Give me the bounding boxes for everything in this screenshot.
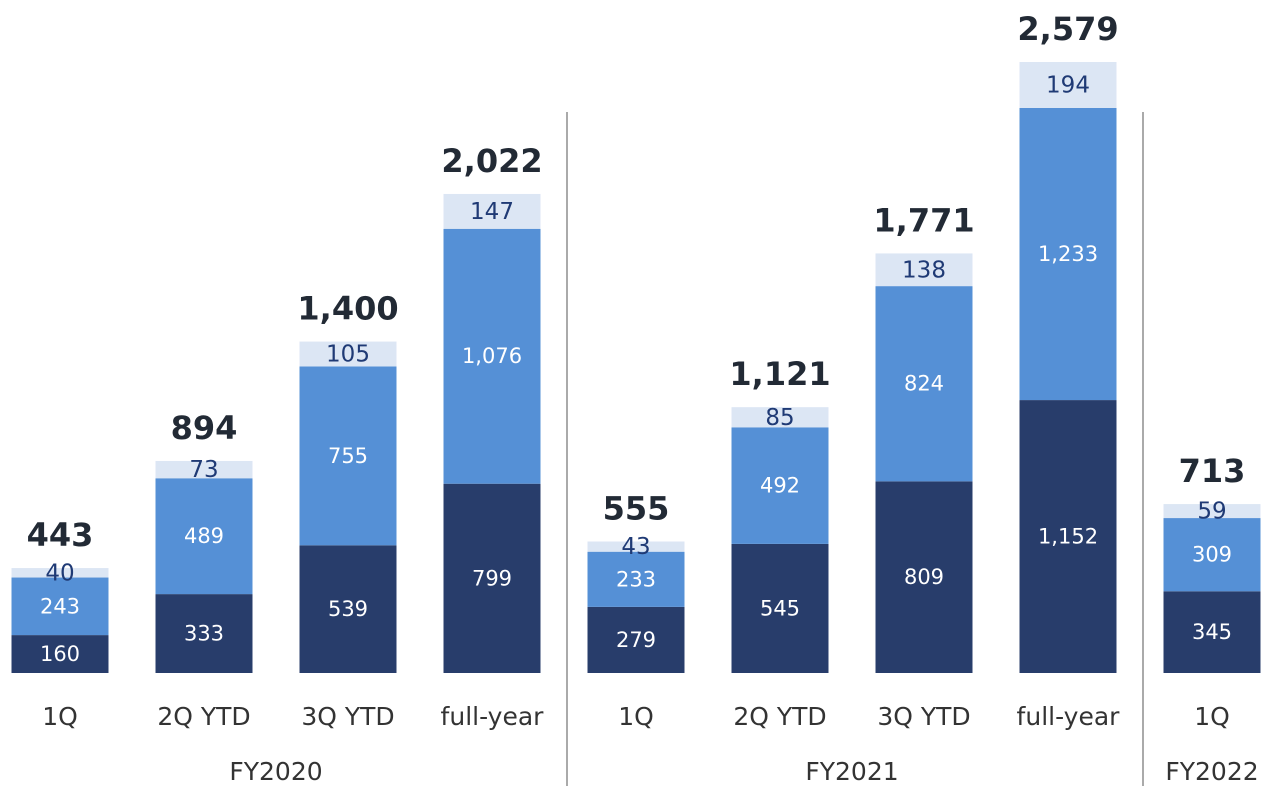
bar-segment (1019, 62, 1117, 108)
bar-segment (11, 568, 109, 578)
total-label: 713 (1179, 452, 1246, 490)
segment-label: 545 (760, 596, 800, 620)
bar-segment (299, 341, 397, 367)
bar-segment (731, 407, 829, 428)
bar-segment (155, 478, 253, 595)
group-label: FY2021 (805, 757, 898, 786)
x-tick-label: full-year (1017, 702, 1121, 731)
x-tick-label: 1Q (618, 702, 654, 731)
segment-label: 345 (1192, 620, 1232, 644)
group-label: FY2022 (1165, 757, 1258, 786)
segment-label: 1,233 (1038, 242, 1098, 266)
total-label: 1,121 (729, 355, 830, 393)
total-label: 1,400 (297, 290, 398, 328)
x-tick-label: 2Q YTD (157, 702, 250, 731)
segment-label: 59 (1197, 499, 1226, 525)
x-tick-label: 1Q (1194, 702, 1230, 731)
group-label: FY2020 (229, 757, 322, 786)
x-tick-label: 2Q YTD (733, 702, 826, 731)
segment-label: 489 (184, 524, 224, 548)
segment-label: 105 (326, 341, 370, 367)
segment-label: 85 (765, 405, 794, 431)
segment-label: 233 (616, 567, 656, 591)
bar-segment (587, 551, 685, 607)
bar-segment (1163, 504, 1261, 519)
segment-label: 799 (472, 566, 512, 590)
x-tick-label: full-year (441, 702, 545, 731)
bar-segment (11, 635, 109, 673)
segment-label: 43 (621, 534, 650, 560)
x-tick-label: 3Q YTD (877, 702, 970, 731)
bar-segment (299, 545, 397, 673)
total-label: 894 (171, 409, 238, 447)
x-tick-label: 1Q (42, 702, 78, 731)
total-label: 443 (27, 516, 94, 554)
bar-segment (11, 577, 109, 636)
segment-label: 160 (40, 642, 80, 666)
x-tick-label: 3Q YTD (301, 702, 394, 731)
segment-label: 138 (902, 257, 946, 283)
segment-label: 243 (40, 594, 80, 618)
bar-segment (1163, 591, 1261, 673)
segment-label: 492 (760, 474, 800, 498)
segment-label: 40 (45, 560, 74, 586)
segment-label: 1,152 (1038, 525, 1098, 549)
bar-segment (875, 481, 973, 673)
bar-segment (443, 483, 541, 673)
segment-label: 755 (328, 444, 368, 468)
bar-segment (1019, 400, 1117, 673)
segment-label: 194 (1046, 72, 1090, 98)
bar-segment (587, 541, 685, 552)
total-label: 555 (603, 490, 670, 528)
segment-label: 147 (470, 199, 514, 225)
segment-label: 824 (904, 372, 944, 396)
bar-segment (875, 253, 973, 287)
total-label: 2,579 (1017, 10, 1118, 48)
bar-segment (587, 606, 685, 673)
bar-segment (155, 594, 253, 673)
total-label: 1,771 (873, 201, 974, 239)
bar-segment (731, 543, 829, 673)
segment-label: 1,076 (462, 344, 522, 368)
segment-label: 279 (616, 628, 656, 652)
bar-segment (875, 286, 973, 482)
segment-label: 333 (184, 622, 224, 646)
bar-segment (1163, 518, 1261, 592)
bar-segment (731, 427, 829, 544)
segment-label: 539 (328, 597, 368, 621)
segment-label: 309 (1192, 543, 1232, 567)
bar-segment (1019, 107, 1117, 401)
segment-label: 73 (189, 457, 218, 483)
bar-segment (443, 193, 541, 229)
bar-segment (443, 228, 541, 484)
segment-label: 809 (904, 565, 944, 589)
bar-segment (155, 460, 253, 479)
bar-segment (299, 366, 397, 546)
total-label: 2,022 (441, 142, 542, 180)
